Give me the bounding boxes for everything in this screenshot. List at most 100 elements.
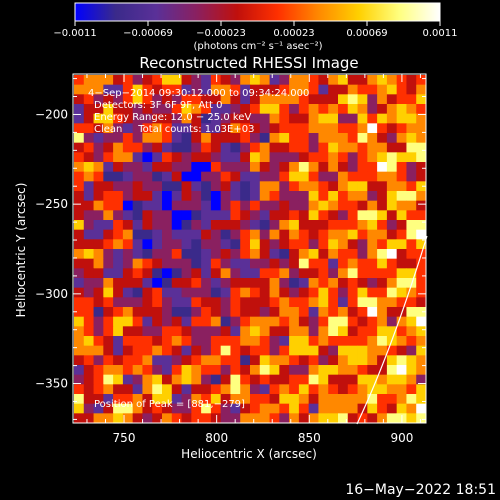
heatmap-cell (250, 220, 261, 231)
heatmap-cell (93, 210, 104, 221)
heatmap-cell (142, 403, 153, 414)
heatmap-cell (210, 239, 222, 250)
heatmap-cell (279, 268, 290, 279)
heatmap-cell (191, 249, 202, 260)
heatmap-cell (122, 104, 134, 115)
heatmap-cell (416, 229, 427, 240)
heatmap-cell (122, 84, 134, 95)
heatmap-cell (367, 113, 378, 124)
heatmap-cell (367, 142, 378, 153)
heatmap-cell (113, 104, 124, 115)
heatmap-cell (152, 220, 163, 231)
heatmap-cell (240, 142, 251, 153)
heatmap-cell (230, 142, 241, 153)
heatmap-cell (142, 220, 153, 231)
heatmap-cell (142, 152, 153, 163)
heatmap-cell (279, 94, 290, 105)
heatmap-cell (240, 162, 251, 173)
heatmap-cell (377, 104, 388, 115)
heatmap-cell (406, 181, 417, 192)
heatmap-cell (347, 133, 358, 144)
heatmap-cell (406, 287, 417, 298)
heatmap-cell (308, 123, 319, 134)
heatmap-cell (210, 123, 222, 134)
heatmap-cell (259, 287, 270, 298)
heatmap-cell (171, 374, 182, 385)
heatmap-cell (113, 239, 124, 250)
heatmap-cell (83, 316, 94, 327)
heatmap-cell (171, 355, 182, 366)
heatmap-cell (201, 142, 212, 153)
heatmap-cell (230, 336, 241, 347)
heatmap-cell (74, 152, 85, 163)
heatmap-cell (220, 200, 231, 211)
heatmap-cell (318, 191, 329, 202)
heatmap-cell (269, 191, 280, 202)
heatmap-cell (122, 133, 134, 144)
heatmap-cell (318, 365, 329, 376)
heatmap-cell (386, 75, 398, 86)
colorbar-tick-label: 0.0011 (423, 28, 458, 39)
heatmap-cell (367, 200, 378, 211)
heatmap-cell (416, 403, 427, 414)
heatmap-cell (191, 326, 202, 337)
heatmap-cell (328, 365, 339, 376)
heatmap-cell (74, 162, 85, 173)
heatmap-cell (230, 355, 241, 366)
heatmap-cell (113, 394, 124, 405)
heatmap-cell (396, 152, 407, 163)
heatmap-cell (152, 104, 163, 115)
heatmap-cell (220, 287, 231, 298)
heatmap-cell (210, 104, 222, 115)
heatmap-cell (269, 249, 280, 260)
y-tick-label: −300 (35, 287, 68, 301)
heatmap-cell (240, 287, 251, 298)
heatmap-cell (347, 326, 358, 337)
heatmap-cell (132, 365, 143, 376)
heatmap-cell (338, 229, 349, 240)
heatmap-cell (338, 152, 349, 163)
heatmap-cell (181, 210, 192, 221)
heatmap-cell (328, 258, 339, 269)
heatmap-cell (279, 123, 290, 134)
heatmap-cell (269, 326, 280, 337)
heatmap-cell (308, 403, 319, 414)
heatmap-cell (308, 326, 319, 337)
heatmap-cell (279, 249, 290, 260)
x-tick-label: 850 (298, 431, 321, 445)
heatmap-cell (181, 403, 192, 414)
heatmap-cell (220, 413, 231, 424)
heatmap-cell (308, 413, 319, 424)
heatmap-cell (308, 191, 319, 202)
heatmap-cell (122, 374, 134, 385)
heatmap-cell (318, 210, 329, 221)
heatmap-cell (240, 75, 251, 86)
heatmap-cell (152, 75, 163, 86)
heatmap-cell (191, 75, 202, 86)
heatmap-cell (406, 258, 417, 269)
heatmap-cell (210, 162, 222, 173)
heatmap-cell (250, 152, 261, 163)
heatmap-cell (357, 191, 368, 202)
heatmap-cell (357, 403, 368, 414)
heatmap-cell (416, 113, 427, 124)
heatmap-cell (328, 210, 339, 221)
heatmap-cell (210, 94, 222, 105)
heatmap-cell (298, 403, 310, 414)
heatmap-cell (416, 84, 427, 95)
heatmap-cell (318, 142, 329, 153)
heatmap-cell (230, 162, 241, 173)
heatmap-cell (162, 374, 173, 385)
heatmap-cell (250, 113, 261, 124)
heatmap-cell (162, 229, 173, 240)
heatmap-cell (318, 229, 329, 240)
heatmap-cell (259, 326, 270, 337)
heatmap-cell (298, 374, 310, 385)
heatmap-cell (132, 133, 143, 144)
heatmap-cell (220, 162, 231, 173)
heatmap-cell (416, 287, 427, 298)
heatmap-cell (328, 191, 339, 202)
heatmap-cell (201, 229, 212, 240)
heatmap-cell (396, 220, 407, 231)
heatmap-cell (132, 249, 143, 260)
